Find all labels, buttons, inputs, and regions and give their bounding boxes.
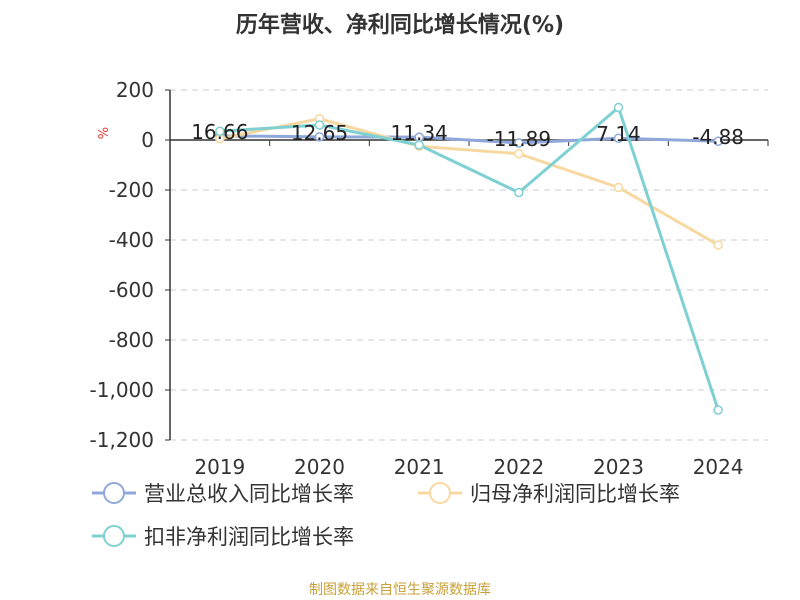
axes: [165, 89, 769, 441]
data-label: -11.89: [487, 127, 551, 151]
data-point-series-1: [314, 132, 325, 142]
data-point-series-3: [713, 405, 723, 415]
data-point-series-3: [414, 140, 424, 150]
x-tick-label: 2023: [593, 455, 644, 479]
data-point-series-2: [713, 240, 723, 250]
data-point-series-1: [514, 138, 524, 148]
legend-label: 营业总收入同比增长率: [144, 482, 354, 506]
legend-marker: [103, 525, 125, 547]
data-point-series-2: [613, 182, 624, 193]
series-line-1: [219, 134, 719, 145]
x-tick-label: 2024: [693, 455, 744, 479]
data-labels: 16.66 12.65 11.34 -11.89 7.14 -4.88: [191, 120, 744, 151]
data-label: 16.66: [191, 120, 248, 144]
source-note: 制图数据来自恒生聚源数据库: [309, 582, 491, 598]
data-point-series-3: [314, 120, 325, 130]
y-tick-label: -1,200: [90, 428, 154, 452]
x-tick-label: 2021: [394, 455, 445, 479]
y-tick-label: -800: [109, 328, 154, 352]
y-tick-label: -200: [109, 178, 154, 202]
x-tick-label: 2022: [493, 455, 544, 479]
data-label: 11.34: [391, 121, 448, 145]
chart-title: 历年营收、净利同比增长情况(%): [236, 12, 564, 38]
series-line-3: [219, 106, 720, 411]
data-label: 12.65: [291, 121, 348, 145]
y-tick-label: -400: [109, 228, 154, 252]
legend-label: 归母净利润同比增长率: [470, 482, 680, 506]
y-tick-label: 200: [116, 78, 154, 102]
y-axis-unit: %: [97, 127, 112, 139]
series-lines: [219, 106, 720, 411]
grid: [170, 89, 768, 441]
series-line-2: [219, 117, 719, 247]
legend-marker: [103, 482, 125, 504]
data-point-series-1: [613, 133, 624, 143]
data-point-series-1: [713, 136, 723, 146]
data-point-series-3: [613, 102, 624, 113]
y-tick-label: 0: [141, 128, 154, 152]
data-point-series-2: [514, 149, 524, 159]
y-tick-label: -1,000: [90, 378, 154, 402]
data-label: -4.88: [692, 125, 744, 149]
legend-label: 扣非净利润同比增长率: [144, 525, 354, 549]
series-points: [215, 102, 723, 415]
tick-labels: 200 0 -200 -400 -600 -800 -1,000 -1,200 2019 2020…: [90, 78, 744, 479]
x-tick-label: 2020: [294, 455, 345, 479]
x-tick-label: 2019: [194, 455, 245, 479]
data-point-series-3: [215, 126, 225, 136]
y-tick-label: -600: [109, 278, 154, 302]
data-label: 7.14: [596, 122, 641, 146]
data-point-series-3: [514, 187, 524, 198]
legend-marker: [429, 482, 451, 504]
